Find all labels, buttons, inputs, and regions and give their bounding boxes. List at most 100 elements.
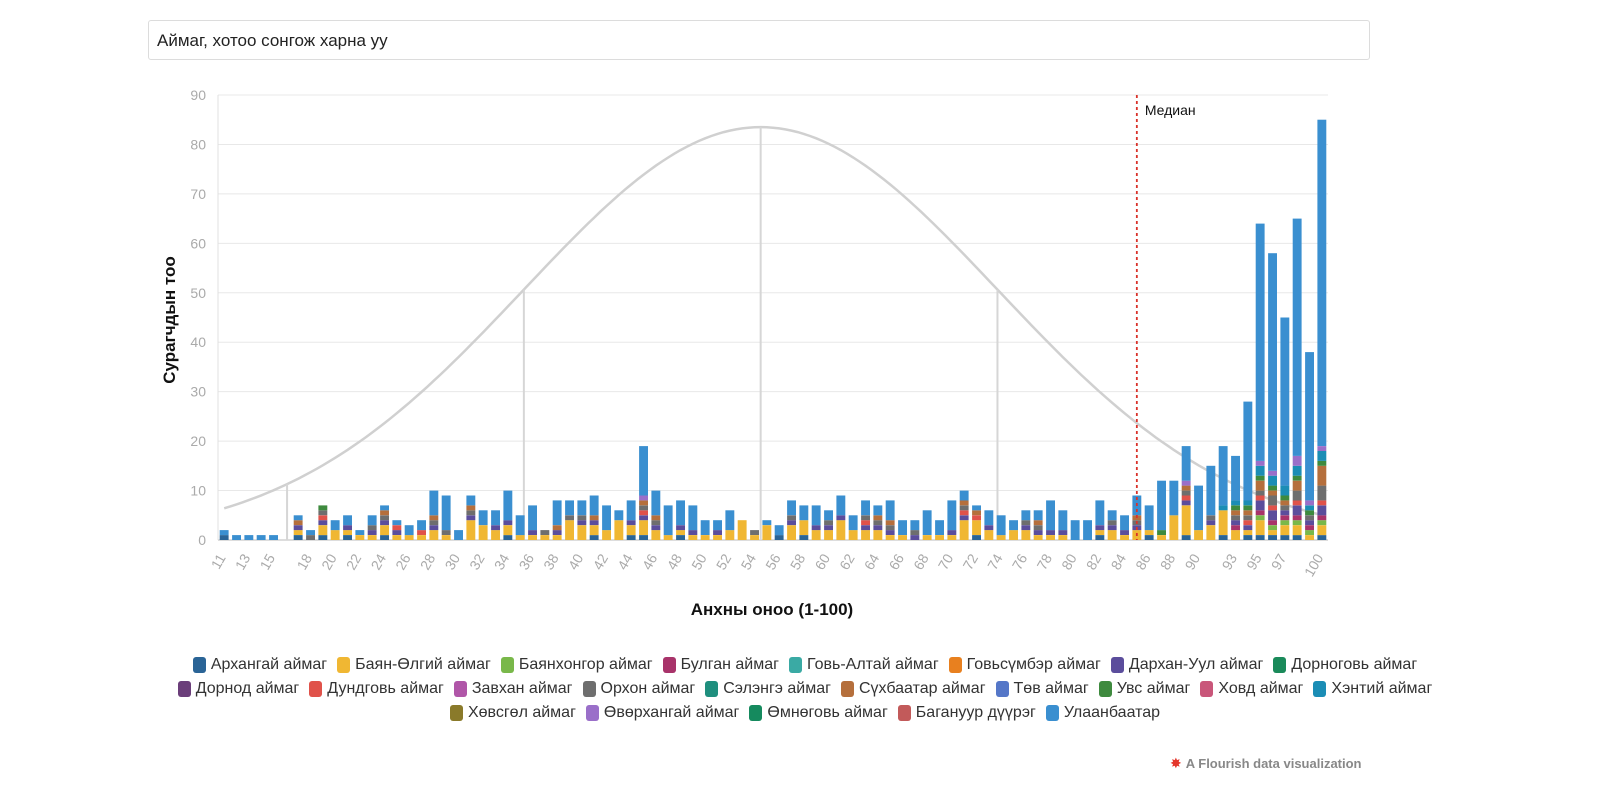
bar-segment[interactable] [1021,530,1031,540]
bar-segment[interactable] [1107,510,1117,521]
bar-segment[interactable] [1021,525,1031,531]
bar-segment[interactable] [626,535,636,540]
bar-segment[interactable] [1206,515,1216,521]
bar-segment[interactable] [663,535,673,540]
bar-segment[interactable] [922,535,932,540]
bar-segment[interactable] [1292,455,1302,466]
bar-segment[interactable] [959,505,969,511]
bar-segment[interactable] [676,535,685,540]
legend-item[interactable]: Говь-Алтай аймаг [788,655,939,675]
bar-segment[interactable] [762,525,772,540]
bar-segment[interactable] [725,530,735,540]
bar-segment[interactable] [1107,525,1117,531]
bar-segment[interactable] [639,535,648,540]
bar-segment[interactable] [663,505,673,536]
bar-segment[interactable] [1317,515,1327,521]
flourish-credit[interactable]: ✸ A Flourish data visualization [1170,755,1362,772]
bar-segment[interactable] [1231,530,1240,540]
bar-segment[interactable] [1070,520,1080,540]
bar-segment[interactable] [639,510,648,516]
bar-segment[interactable] [1181,485,1191,491]
bar-segment[interactable] [1280,510,1290,516]
bar-segment[interactable] [343,525,352,531]
legend-item[interactable]: Дундговь аймаг [309,679,444,699]
bar-segment[interactable] [651,490,661,516]
bar-segment[interactable] [614,510,624,521]
bar-segment[interactable] [1009,530,1018,540]
bar-segment[interactable] [959,515,969,521]
bar-segment[interactable] [626,500,636,521]
legend-item[interactable]: Баянхонгор аймаг [500,655,653,675]
bar-segment[interactable] [1317,446,1327,451]
bar-segment[interactable] [293,515,303,521]
bar-segment[interactable] [269,535,278,540]
bar-segment[interactable] [552,535,562,540]
bar-segment[interactable] [380,505,389,511]
bar-segment[interactable] [1255,520,1265,535]
bar-segment[interactable] [1268,470,1277,476]
bar-segment[interactable] [898,520,907,535]
bar-segment[interactable] [1144,530,1154,535]
bar-segment[interactable] [873,505,883,516]
bar-segment[interactable] [491,525,500,531]
bar-segment[interactable] [688,535,698,540]
bar-segment[interactable] [466,520,476,540]
bar-segment[interactable] [885,535,895,540]
region-selector[interactable]: Аймаг, хотоо сонгож харна уу [148,20,1370,60]
bar-segment[interactable] [1292,465,1302,476]
bar-segment[interactable] [1292,520,1302,526]
bar-segment[interactable] [515,535,525,540]
bar-segment[interactable] [947,530,957,535]
bar-segment[interactable] [380,525,389,536]
bar-segment[interactable] [1280,495,1290,501]
bar-segment[interactable] [1292,525,1302,536]
bar-segment[interactable] [1231,510,1240,516]
bar-segment[interactable] [589,520,599,526]
bar-segment[interactable] [602,530,611,540]
bar-segment[interactable] [1181,490,1191,496]
bar-segment[interactable] [392,525,402,531]
bar-segment[interactable] [787,515,796,521]
bar-segment[interactable] [330,530,340,540]
bar-segment[interactable] [602,505,611,531]
bar-segment[interactable] [1255,460,1265,466]
bar-segment[interactable] [1268,253,1277,471]
bar-segment[interactable] [873,530,883,540]
bar-segment[interactable] [639,495,648,501]
bar-segment[interactable] [935,520,944,535]
bar-segment[interactable] [1107,520,1117,526]
bar-segment[interactable] [552,530,562,535]
bar-segment[interactable] [972,505,981,511]
bar-segment[interactable] [1107,530,1117,540]
bar-segment[interactable] [1243,525,1253,531]
bar-segment[interactable] [565,515,574,521]
bar-segment[interactable] [984,525,994,531]
bar-segment[interactable] [787,500,796,516]
bar-segment[interactable] [318,520,328,526]
bar-segment[interactable] [1243,535,1253,540]
bar-segment[interactable] [380,510,389,516]
bar-segment[interactable] [898,535,907,540]
bar-segment[interactable] [1268,475,1277,486]
bar-segment[interactable] [799,505,809,521]
bar-segment[interactable] [1292,490,1302,501]
bar-segment[interactable] [885,500,895,521]
bar-segment[interactable] [1033,520,1043,526]
legend-item[interactable]: Ховд аймаг [1200,679,1303,699]
bar-segment[interactable] [1280,515,1290,521]
bar-segment[interactable] [318,515,328,521]
bar-segment[interactable] [1317,520,1327,526]
bar-segment[interactable] [1231,525,1240,531]
bar-segment[interactable] [528,530,537,535]
bar-segment[interactable] [589,515,599,521]
bar-segment[interactable] [429,530,439,540]
bar-segment[interactable] [639,446,648,496]
bar-segment[interactable] [318,505,328,511]
bar-segment[interactable] [330,520,340,531]
bar-segment[interactable] [355,535,365,540]
bar-segment[interactable] [1292,515,1302,521]
bar-segment[interactable] [1033,535,1043,540]
bar-segment[interactable] [429,520,439,526]
bar-segment[interactable] [639,500,648,506]
bar-segment[interactable] [713,535,722,540]
